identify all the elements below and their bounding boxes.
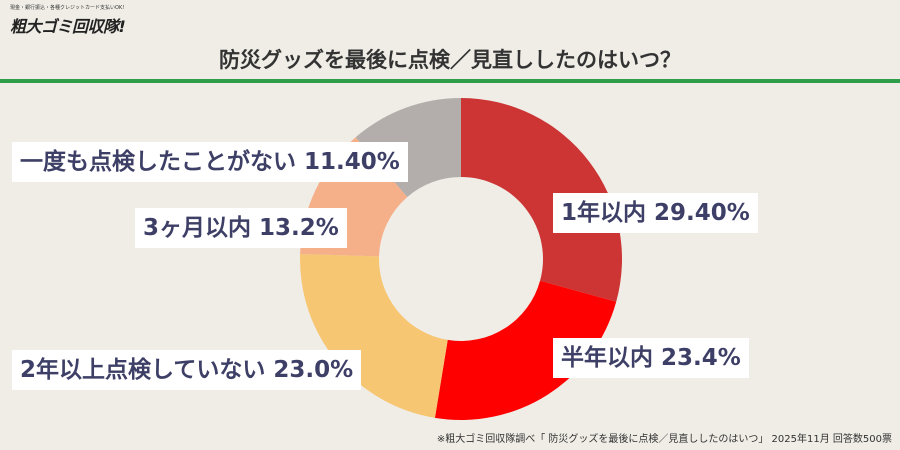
source-footnote: ※粗大ゴミ回収隊調べ「 防災グッズを最後に点検／見直ししたのはいつ」 2025年… — [436, 434, 892, 445]
title-divider — [0, 79, 900, 83]
slice-label-never: 一度も点検したことがない 11.40% — [12, 142, 408, 182]
slice-label-1-year: 1年以内 29.40% — [553, 193, 758, 233]
chart-title: 防災グッズを最後に点検／見直ししたのはいつ？ — [219, 48, 681, 72]
slice-never — [355, 98, 461, 197]
logo-name: 粗大ゴミ回収隊! — [10, 17, 126, 36]
slice-label-3-months: 3ヶ月以内 13.2% — [135, 208, 347, 248]
slice-1-year — [461, 98, 623, 302]
logo-tagline: 現金・銀行振込・各種クレジットカード支払いOK! — [10, 5, 125, 11]
brand-logo: 現金・銀行振込・各種クレジットカード支払いOK! 粗大ゴミ回収隊! — [8, 4, 138, 38]
slice-over-2-years — [300, 253, 448, 418]
slice-label-over-2-years: 2年以上点検していない 23.0% — [12, 350, 362, 390]
slice-label-half-year: 半年以内 23.4% — [553, 338, 749, 378]
slice-half-year — [434, 280, 617, 421]
